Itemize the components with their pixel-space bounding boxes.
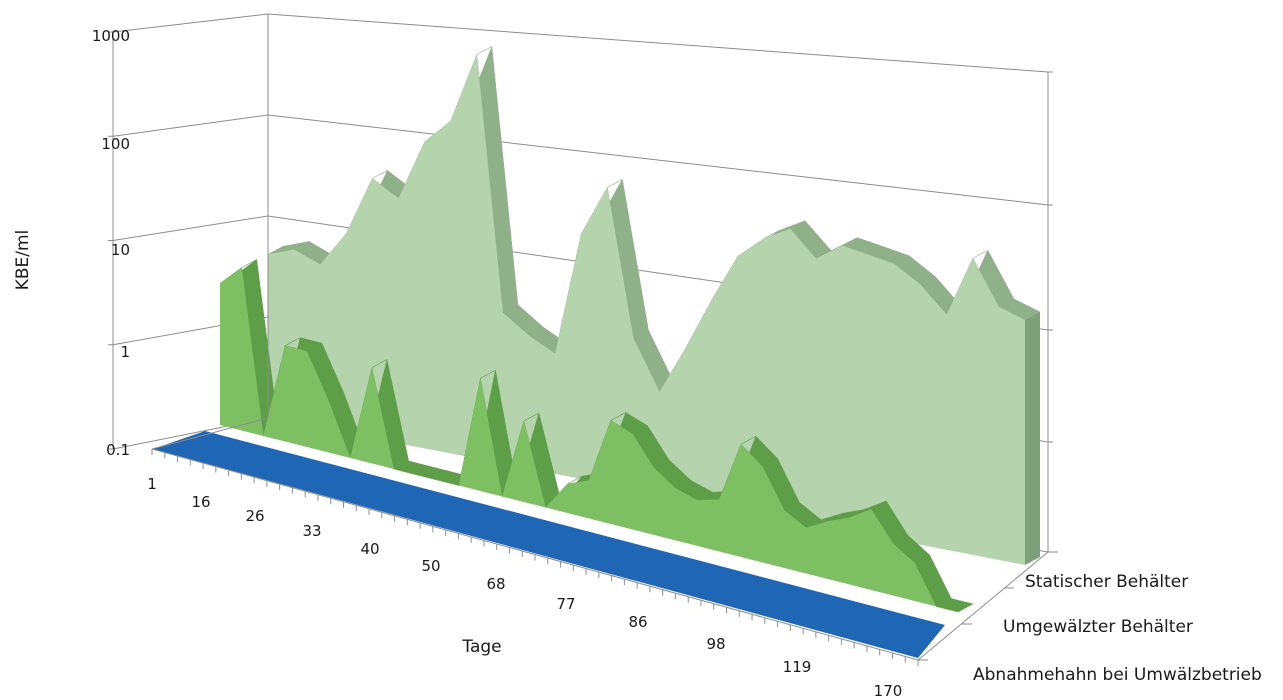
area-series-umgewaelzter	[220, 267, 958, 612]
legend-label-umgewaelzter: Umgewälzter Behälter	[1003, 617, 1193, 637]
axis-layer	[112, 14, 1058, 666]
gridline-left	[112, 215, 269, 241]
x-axis-title: Tage	[461, 637, 501, 657]
y-tick-label: 100	[101, 135, 130, 153]
x-tick-label: 68	[486, 575, 505, 593]
legend-label-statischer: Statischer Behälter	[1025, 572, 1188, 592]
x-tick-label: 119	[783, 658, 812, 676]
x-tick-label: 86	[628, 613, 647, 631]
area-series-statischer	[268, 54, 1025, 566]
y-tick-label: 0.1	[106, 441, 130, 459]
gridline-left	[112, 114, 269, 137]
y-tick-label: 1000	[92, 27, 130, 45]
gridline-left	[112, 13, 269, 33]
y-tick-label: 1	[120, 343, 130, 361]
area-series-abnahmehahn	[153, 431, 945, 658]
y-axis-title: KBE/ml	[13, 230, 33, 291]
x-tick-label: 50	[421, 557, 440, 575]
y-tick-label: 10	[111, 241, 130, 259]
x-tick-label: 33	[302, 522, 321, 540]
x-tick-label: 1	[147, 475, 157, 493]
legend-label-abnahmehahn: Abnahmehahn bei Umwälzbetrieb	[973, 665, 1262, 685]
x-tick-label: 98	[706, 635, 725, 653]
x-tick-label: 170	[874, 682, 903, 700]
gridline-back	[267, 114, 1049, 206]
depth-axis-line	[917, 551, 1049, 661]
x-tick-label: 77	[556, 595, 575, 613]
gridline-back	[267, 13, 1049, 73]
x-tick-label: 16	[191, 493, 210, 511]
x-tick-label: 26	[245, 507, 264, 525]
floor-left-edge	[151, 417, 269, 450]
x-tick-label: 40	[360, 540, 379, 558]
series-layer	[153, 46, 1041, 658]
area-side-statischer	[1025, 312, 1040, 565]
